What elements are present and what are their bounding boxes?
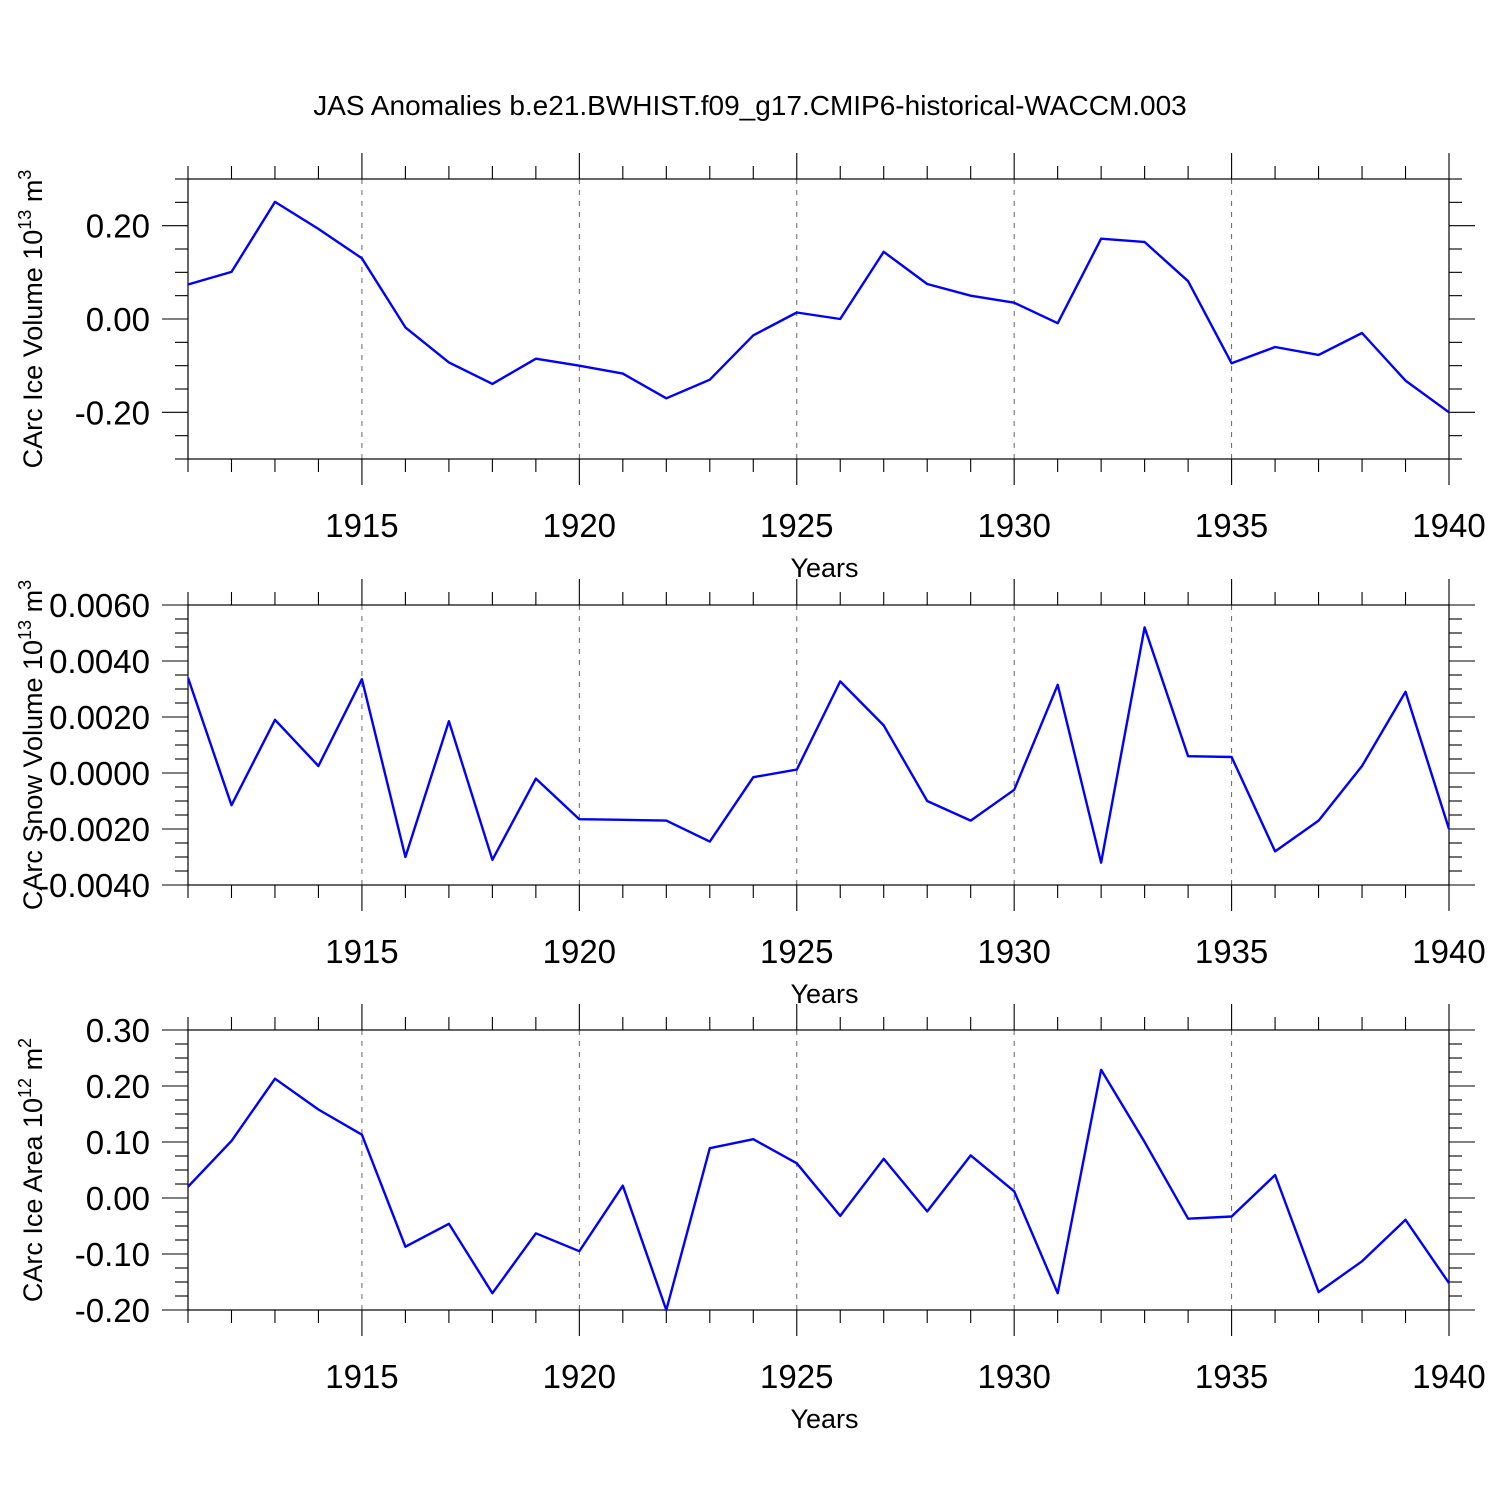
panel-3: 1915 1920 1925 1930 1935 1940 -0.20 -0.10 0.00 0.… [15, 1004, 1486, 1434]
x-tick-label: 1930 [977, 1358, 1050, 1395]
x-tick-label: 1915 [325, 507, 398, 544]
data-line [188, 200, 1449, 414]
y-tick-label: 0.00 [86, 301, 150, 338]
y-tick-label: 0.10 [86, 1124, 150, 1161]
data-line [188, 626, 1449, 864]
y-tick-label: 0.0000 [49, 755, 150, 792]
panel-1: 1915 1920 1925 1930 1935 1940 -0.20 0.00 0.20 Yea… [15, 153, 1486, 583]
y-tick-label: 0.00 [86, 1180, 150, 1217]
x-tick-label: 1920 [543, 1358, 616, 1395]
y-tick-label: -0.10 [75, 1236, 150, 1273]
x-tick-label: 1940 [1412, 933, 1485, 970]
x-tick-label: 1925 [760, 933, 833, 970]
x-axis-label: Years [790, 1404, 858, 1434]
x-tick-label: 1930 [977, 507, 1050, 544]
x-tick-label: 1935 [1195, 1358, 1268, 1395]
y-tick-label: 0.30 [86, 1012, 150, 1049]
x-tick-label: 1920 [543, 507, 616, 544]
x-tick-label: 1915 [325, 1358, 398, 1395]
x-tick-label: 1930 [977, 933, 1050, 970]
data-line [188, 1068, 1449, 1312]
x-tick-label: 1940 [1412, 1358, 1485, 1395]
y-tick-label: 0.0060 [49, 587, 150, 624]
x-tick-label: 1925 [760, 1358, 833, 1395]
plot-frame [187, 178, 1450, 460]
chart-title: JAS Anomalies b.e21.BWHIST.f09_g17.CMIP6… [313, 90, 1187, 121]
plot-frame [187, 1029, 1450, 1311]
x-axis-label: Years [790, 979, 858, 1009]
panel-2: 1915 1920 1925 1930 1935 1940 -0.0040 -0.0020 0.… [15, 579, 1486, 1009]
y-tick-label: -0.0040 [38, 867, 150, 904]
y-axis-label: CArc Snow Volume 1013 m3 [15, 580, 48, 910]
x-tick-label: 1920 [543, 933, 616, 970]
y-axis-label: CArc Ice Volume 1013 m3 [15, 170, 48, 469]
x-axis-label: Years [790, 553, 858, 583]
y-axis-label: CArc Ice Area 1012 m2 [15, 1038, 48, 1302]
x-tick-label: 1935 [1195, 507, 1268, 544]
y-tick-label: 0.20 [86, 208, 150, 245]
y-tick-label: -0.0020 [38, 811, 150, 848]
y-tick-label: 0.0040 [49, 643, 150, 680]
y-tick-label: 0.20 [86, 1068, 150, 1105]
y-tick-label: -0.20 [75, 1292, 150, 1329]
x-tick-label: 1935 [1195, 933, 1268, 970]
x-tick-label: 1925 [760, 507, 833, 544]
x-tick-label: 1915 [325, 933, 398, 970]
x-tick-label: 1940 [1412, 507, 1485, 544]
y-tick-label: -0.20 [75, 394, 150, 431]
y-tick-label: 0.0020 [49, 699, 150, 736]
chart-panels: 1915 1920 1925 1930 1935 1940 -0.20 0.00 0.20 Yea… [15, 153, 1486, 1434]
